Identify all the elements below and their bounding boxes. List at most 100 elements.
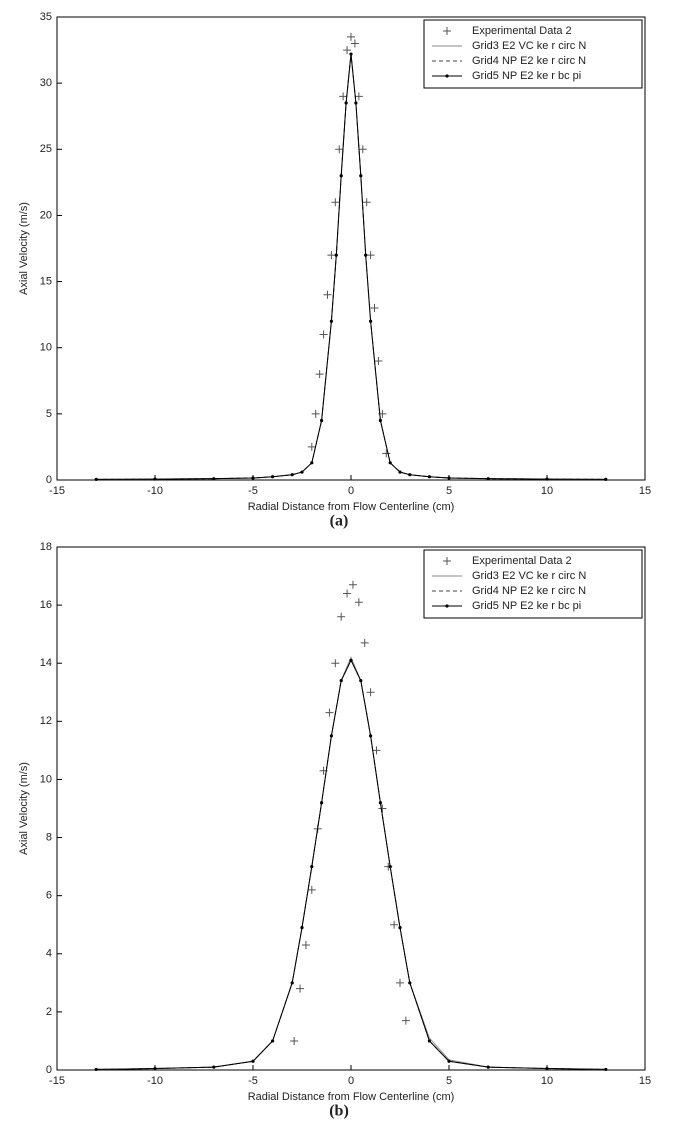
data-point (369, 319, 373, 323)
data-point (388, 865, 392, 869)
data-point (362, 198, 371, 207)
data-point (290, 473, 294, 477)
caption: (a) (330, 513, 349, 530)
legend-marker (445, 74, 449, 78)
data-point (366, 251, 375, 260)
legend-label: Grid4 NP E2 ke r circ N (472, 55, 586, 67)
data-point (372, 746, 381, 755)
data-point (331, 198, 340, 207)
y-tick-label: 8 (46, 831, 52, 843)
data-point (348, 580, 357, 589)
data-point (447, 476, 451, 480)
data-point (290, 1036, 299, 1045)
data-point (408, 981, 412, 985)
data-point (337, 612, 346, 621)
data-point (378, 418, 382, 423)
data-point (301, 941, 310, 950)
data-point (398, 470, 402, 474)
y-tick-label: 4 (46, 948, 52, 960)
data-point (370, 304, 379, 313)
data-point (343, 589, 352, 598)
y-tick-label: 2 (46, 1006, 52, 1018)
data-point (296, 984, 305, 993)
x-tick-label: 10 (541, 485, 553, 497)
y-tick-label: 0 (46, 1064, 52, 1076)
data-point (364, 253, 368, 257)
legend-label: Grid4 NP E2 ke r circ N (472, 585, 586, 597)
data-point (300, 926, 304, 930)
legend-label: Grid3 E2 VC ke r circ N (472, 40, 586, 52)
x-tick-label: 0 (348, 1075, 354, 1087)
data-point (307, 885, 316, 894)
data-point (339, 92, 348, 101)
y-tick-label: 30 (40, 77, 52, 89)
legend-label: Experimental Data 2 (472, 555, 572, 567)
data-point (486, 477, 490, 481)
data-point (271, 1039, 275, 1043)
data-point (347, 32, 355, 41)
y-axis-label: Axial Velocity (m/s) (18, 202, 30, 295)
legend-label: Experimental Data 2 (472, 25, 572, 37)
data-point (401, 1016, 410, 1025)
caption: (b) (329, 1103, 349, 1120)
data-point (447, 1059, 451, 1063)
data-point (212, 477, 216, 481)
data-point (251, 476, 255, 480)
x-tick-label: 10 (541, 1075, 553, 1087)
data-point (396, 978, 404, 987)
data-point (358, 145, 367, 154)
data-point (486, 1065, 490, 1069)
data-point (307, 442, 316, 451)
data-point (94, 1067, 98, 1072)
data-point (335, 145, 344, 154)
x-tick-label: 15 (639, 1075, 651, 1087)
y-tick-label: 15 (40, 275, 52, 287)
legend-marker (443, 27, 451, 35)
data-point (334, 253, 338, 257)
data-point (349, 658, 353, 662)
data-point (408, 473, 412, 477)
x-tick-label: 5 (446, 485, 452, 497)
x-tick-label: 0 (348, 485, 354, 497)
x-axis-label: Radial Distance from Flow Centerline (cm… (248, 1091, 455, 1103)
plot-area (56, 546, 646, 1071)
y-tick-label: 12 (40, 715, 52, 727)
data-point (349, 52, 353, 56)
data-point (343, 46, 352, 55)
data-point (378, 804, 387, 813)
data-point (545, 477, 549, 481)
plot-area (56, 16, 646, 481)
y-tick-label: 0 (46, 474, 52, 486)
data-point (359, 679, 363, 683)
data-point (327, 251, 336, 260)
data-point (310, 865, 314, 869)
y-tick-label: 14 (40, 657, 52, 669)
y-tick-label: 6 (46, 890, 52, 902)
y-tick-label: 35 (40, 11, 52, 23)
data-point (427, 475, 431, 479)
data-point (369, 734, 373, 738)
data-point (315, 370, 324, 379)
data-point (329, 319, 333, 323)
data-point (350, 39, 359, 48)
legend-label: Grid5 NP E2 ke r bc pi (472, 600, 581, 612)
data-point (378, 801, 382, 805)
x-tick-label: -15 (49, 1075, 65, 1087)
data-point (427, 1039, 431, 1043)
data-point (320, 418, 324, 423)
data-point (94, 477, 98, 481)
data-point (604, 1067, 608, 1072)
y-tick-label: 18 (40, 541, 52, 553)
data-point (339, 679, 343, 683)
data-point (212, 1065, 216, 1069)
data-point (153, 477, 157, 481)
legend (423, 549, 643, 619)
data-point (331, 659, 340, 668)
data-point (388, 461, 392, 465)
data-point (319, 330, 328, 339)
x-tick-label: 15 (639, 485, 651, 497)
data-point (354, 598, 363, 607)
y-axis-label: Axial Velocity (m/s) (18, 762, 30, 855)
legend-marker (443, 557, 451, 565)
